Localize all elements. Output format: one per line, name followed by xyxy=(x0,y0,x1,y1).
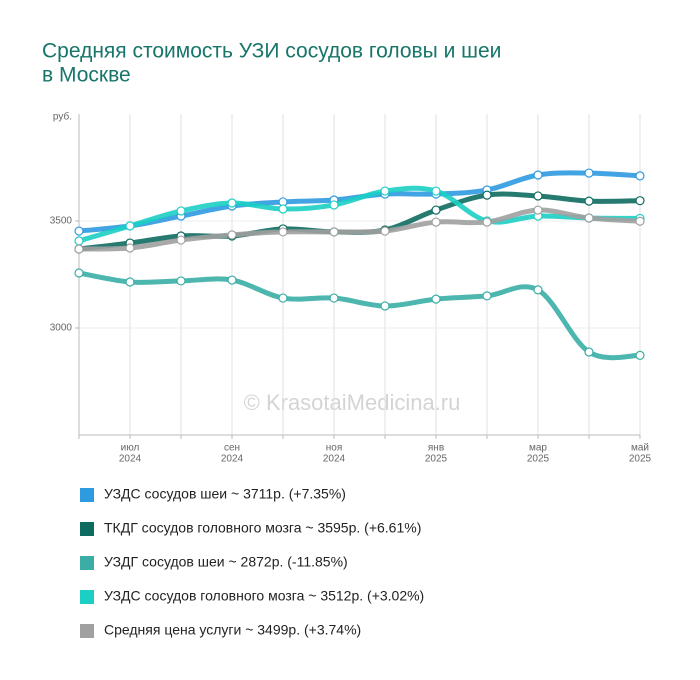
legend-label: Средняя цена услуги ~ 3499р. (+3.74%) xyxy=(104,622,361,638)
data-point xyxy=(635,216,645,226)
data-point xyxy=(278,293,288,303)
x-tick-label: мар xyxy=(529,443,547,454)
data-point xyxy=(635,350,645,360)
data-point xyxy=(329,200,339,210)
legend-swatch xyxy=(80,556,94,570)
data-point xyxy=(74,244,84,254)
data-point xyxy=(380,226,390,236)
data-point xyxy=(584,213,594,223)
data-point xyxy=(125,277,135,287)
x-tick-label: янв xyxy=(428,443,444,454)
data-point xyxy=(125,221,135,231)
y-axis-label: руб. xyxy=(53,111,72,123)
data-point xyxy=(584,168,594,178)
legend-label: УЗДГ сосудов шеи ~ 2872р. (-11.85%) xyxy=(104,554,348,570)
data-point xyxy=(380,301,390,311)
x-tick-label: 2024 xyxy=(119,454,142,465)
x-tick-label: 2024 xyxy=(323,454,346,465)
data-point xyxy=(176,235,186,245)
legend-swatch xyxy=(80,522,94,536)
data-point xyxy=(533,205,543,215)
data-point xyxy=(74,226,84,236)
y-tick-label: 3500 xyxy=(50,216,73,227)
data-point xyxy=(584,347,594,357)
data-point xyxy=(431,217,441,227)
data-point xyxy=(329,227,339,237)
data-point xyxy=(431,205,441,215)
legend-label: УЗДС сосудов шеи ~ 3711р. (+7.35%) xyxy=(104,486,346,502)
legend-swatch xyxy=(80,488,94,502)
data-point xyxy=(533,170,543,180)
data-point xyxy=(74,236,84,246)
y-tick-label: 3000 xyxy=(50,323,73,334)
chart-title: Средняя стоимость УЗИ сосудов головы и ш… xyxy=(42,40,501,63)
data-point xyxy=(533,191,543,201)
data-point xyxy=(431,294,441,304)
data-point xyxy=(482,190,492,200)
x-tick-label: 2025 xyxy=(527,454,550,465)
legend-swatch xyxy=(80,590,94,604)
x-tick-label: ноя xyxy=(326,443,343,454)
data-point xyxy=(635,171,645,181)
x-tick-label: 2025 xyxy=(425,454,448,465)
data-point xyxy=(125,243,135,253)
data-point xyxy=(176,206,186,216)
data-point xyxy=(278,204,288,214)
data-point xyxy=(278,227,288,237)
data-point xyxy=(176,276,186,286)
data-point xyxy=(482,217,492,227)
data-point xyxy=(227,275,237,285)
series-line xyxy=(76,270,643,361)
x-tick-label: июл xyxy=(121,443,140,454)
legend-label: ТКДГ сосудов головного мозга ~ 3595р. (+… xyxy=(104,520,421,536)
legend-label: УЗДС сосудов головного мозга ~ 3512р. (+… xyxy=(104,588,424,604)
series-line xyxy=(76,170,643,234)
data-point xyxy=(482,291,492,301)
x-tick-label: 2025 xyxy=(629,454,652,465)
data-point xyxy=(380,186,390,196)
x-tick-label: сен xyxy=(224,443,240,454)
data-point xyxy=(533,285,543,295)
data-point xyxy=(431,186,441,196)
data-point xyxy=(635,196,645,206)
data-point xyxy=(227,230,237,240)
data-point xyxy=(74,268,84,278)
x-tick-label: май xyxy=(631,443,649,454)
x-tick-label: 2024 xyxy=(221,454,244,465)
data-point xyxy=(329,293,339,303)
data-point xyxy=(227,198,237,208)
data-point xyxy=(584,196,594,206)
chart-title: в Москве xyxy=(42,64,131,87)
legend-swatch xyxy=(80,624,94,638)
watermark: © KrasotaiMedicina.ru xyxy=(244,390,461,415)
